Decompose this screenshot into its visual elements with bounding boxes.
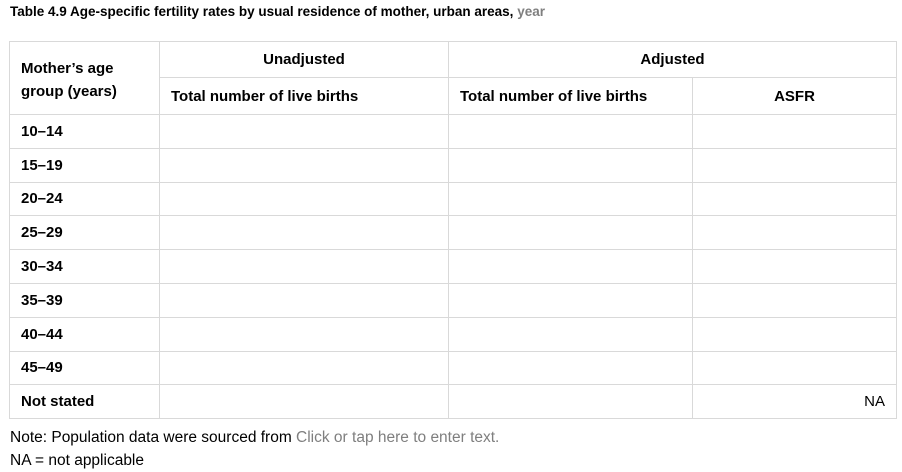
age-group-cell: 15–19 xyxy=(9,147,160,183)
adjusted-births-cell[interactable] xyxy=(448,114,693,149)
asfr-cell[interactable] xyxy=(691,282,898,318)
asfr-cell[interactable] xyxy=(691,147,898,183)
table-row: 30–34 xyxy=(9,249,898,284)
age-group-cell: 20–24 xyxy=(9,181,160,217)
age-group-cell: 25–29 xyxy=(9,215,160,251)
age-group-cell: 45–49 xyxy=(9,350,160,386)
adjusted-births-cell[interactable] xyxy=(448,215,693,251)
adjusted-births-cell[interactable] xyxy=(448,384,693,420)
adjusted-births-cell[interactable] xyxy=(448,249,693,284)
unadjusted-births-cell[interactable] xyxy=(159,384,449,420)
age-group-cell: 30–34 xyxy=(9,249,160,284)
table-row: 35–39 xyxy=(9,282,898,318)
header-age-group: Mother’s age group (years) xyxy=(9,41,160,115)
age-group-cell: Not stated xyxy=(9,384,160,420)
table-row: 15–19 xyxy=(9,147,898,183)
unadjusted-births-cell[interactable] xyxy=(159,316,449,352)
asfr-cell[interactable]: NA xyxy=(691,384,898,420)
table-row: 40–44 xyxy=(9,316,898,352)
asfr-cell[interactable] xyxy=(691,350,898,386)
age-group-cell: 40–44 xyxy=(9,316,160,352)
age-group-cell: 10–14 xyxy=(9,114,160,149)
table-row: 25–29 xyxy=(9,215,898,251)
header-unadjusted-births: Total number of live births xyxy=(159,77,449,115)
asfr-cell[interactable] xyxy=(691,249,898,284)
adjusted-births-cell[interactable] xyxy=(448,147,693,183)
header-adjusted-births: Total number of live births xyxy=(448,77,693,115)
adjusted-births-cell[interactable] xyxy=(448,181,693,217)
asfr-cell[interactable] xyxy=(691,215,898,251)
header-asfr: ASFR xyxy=(691,77,898,115)
adjusted-births-cell[interactable] xyxy=(448,350,693,386)
table-row: 10–14 xyxy=(9,114,898,149)
header-unadjusted: Unadjusted xyxy=(159,41,449,78)
na-note: NA = not applicable xyxy=(10,452,144,469)
asfr-cell[interactable] xyxy=(691,316,898,352)
adjusted-births-cell[interactable] xyxy=(448,316,693,352)
table-row: Not stated NA xyxy=(9,384,898,420)
table-title: Table 4.9 Age-specific fertility rates b… xyxy=(10,4,545,19)
unadjusted-births-cell[interactable] xyxy=(159,114,449,149)
fertility-table: Mother’s age group (years) Unadjusted Ad… xyxy=(9,41,898,420)
table-row: 45–49 xyxy=(9,350,898,386)
source-note-text: Note: Population data were sourced from xyxy=(10,429,297,446)
age-group-cell: 35–39 xyxy=(9,282,160,318)
header-adjusted: Adjusted xyxy=(447,41,898,78)
unadjusted-births-cell[interactable] xyxy=(159,350,449,386)
table-row: 20–24 xyxy=(9,181,898,217)
year-placeholder[interactable]: year xyxy=(517,4,545,19)
unadjusted-births-cell[interactable] xyxy=(159,181,449,217)
source-note: Note: Population data were sourced from … xyxy=(10,429,499,447)
asfr-cell[interactable] xyxy=(691,114,898,149)
table-title-text: Table 4.9 Age-specific fertility rates b… xyxy=(10,4,518,19)
unadjusted-births-cell[interactable] xyxy=(159,282,449,318)
unadjusted-births-cell[interactable] xyxy=(159,249,449,284)
unadjusted-births-cell[interactable] xyxy=(159,215,449,251)
adjusted-births-cell[interactable] xyxy=(448,282,693,318)
asfr-cell[interactable] xyxy=(691,181,898,217)
unadjusted-births-cell[interactable] xyxy=(159,147,449,183)
source-placeholder[interactable]: Click or tap here to enter text. xyxy=(296,429,500,446)
